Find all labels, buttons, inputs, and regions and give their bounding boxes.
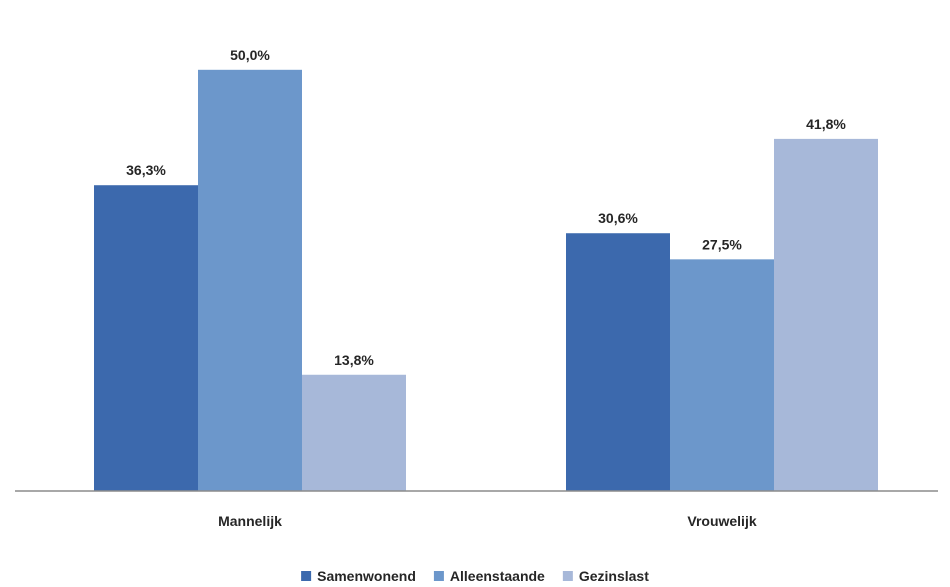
- legend-label-samenwonend: Samenwonend: [317, 568, 416, 584]
- data-label-mannelijk-samenwonend: 36,3%: [126, 162, 166, 178]
- category-labels-layer: Mannelijk Vrouwelijk: [218, 513, 757, 529]
- data-label-vrouwelijk-gezinslast: 41,8%: [806, 116, 846, 132]
- bar-vrouwelijk-gezinslast: [774, 138, 878, 492]
- legend-label-alleenstaande: Alleenstaande: [450, 568, 545, 584]
- data-label-vrouwelijk-alleenstaande: 27,5%: [702, 236, 742, 252]
- legend-swatch-alleenstaande: [433, 571, 444, 581]
- category-label-vrouwelijk: Vrouwelijk: [687, 513, 756, 529]
- data-label-mannelijk-gezinslast: 13,8%: [334, 352, 374, 368]
- bar-vrouwelijk-samenwonend: [566, 233, 670, 491]
- legend: Samenwonend Alleenstaande Gezinslast: [301, 568, 649, 584]
- data-label-mannelijk-alleenstaande: 50,0%: [230, 47, 270, 63]
- bar-mannelijk-alleenstaande: [198, 69, 302, 491]
- data-label-vrouwelijk-samenwonend: 30,6%: [598, 210, 638, 226]
- bar-mannelijk-samenwonend: [94, 185, 198, 492]
- legend-swatch-gezinslast: [562, 571, 573, 581]
- data-labels-layer: 36,3% 50,0% 13,8% 30,6% 27,5% 41,8%: [126, 47, 846, 368]
- bar-mannelijk-gezinslast: [302, 374, 406, 491]
- bars-layer: [94, 69, 878, 492]
- bar-vrouwelijk-alleenstaande: [670, 259, 774, 491]
- legend-swatch-samenwonend: [301, 571, 312, 581]
- legend-label-gezinslast: Gezinslast: [579, 568, 649, 584]
- category-label-mannelijk: Mannelijk: [218, 513, 282, 529]
